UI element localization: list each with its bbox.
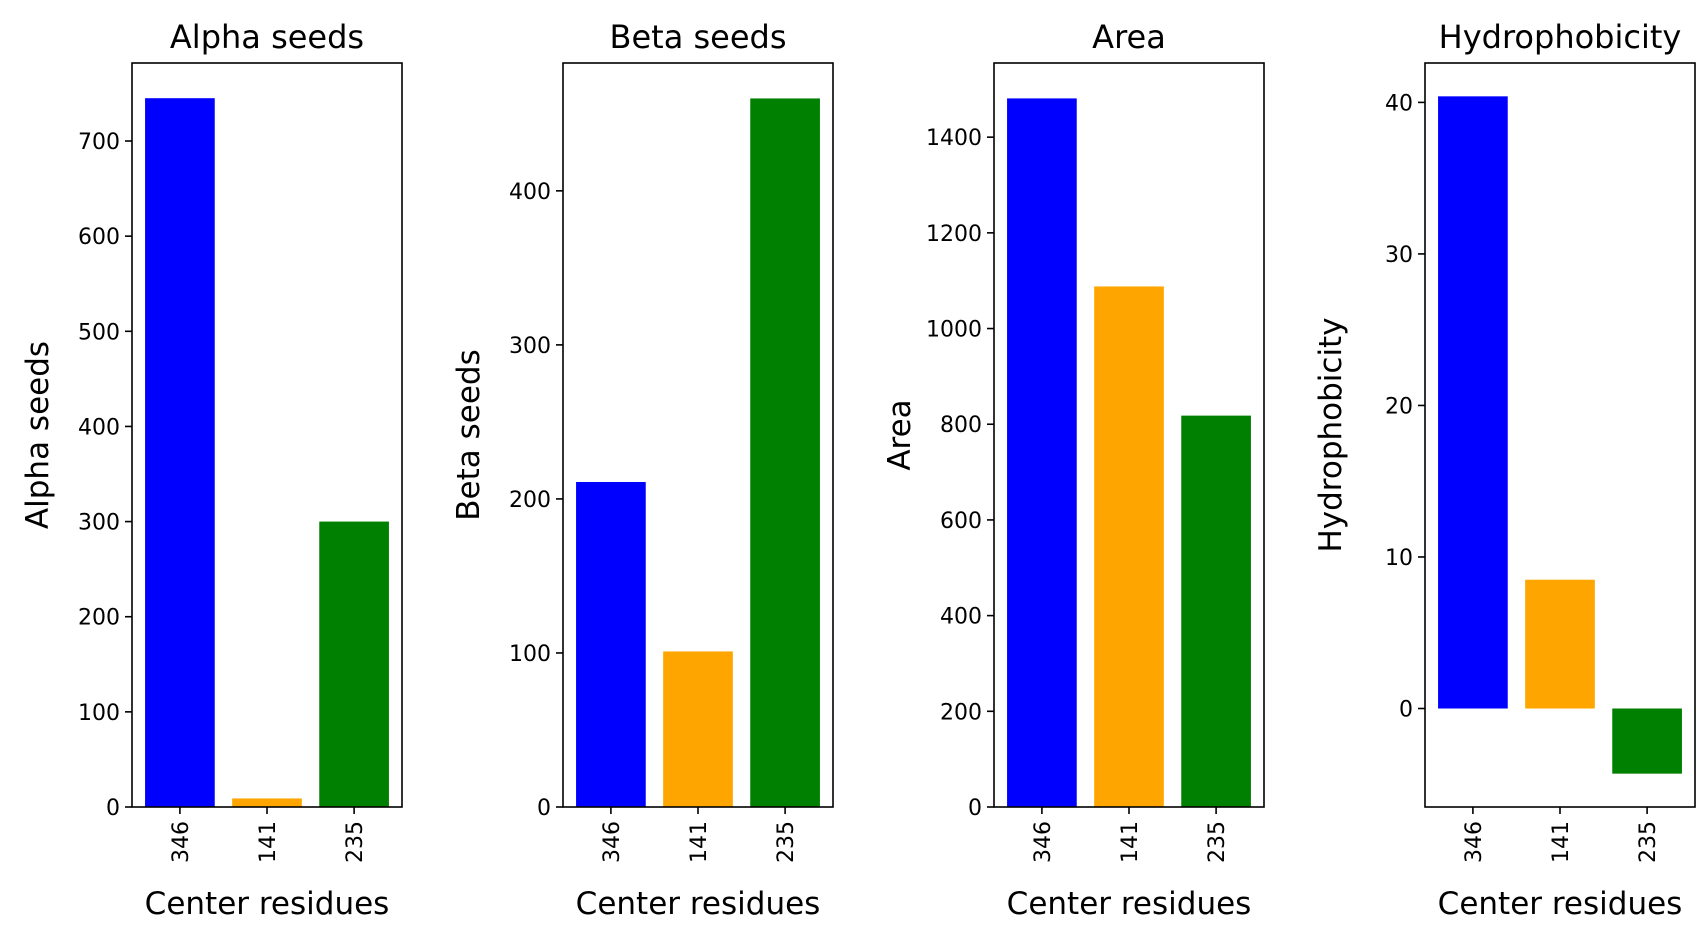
x-tick-label: 346 <box>600 821 625 863</box>
bar-346 <box>1007 98 1077 808</box>
x-axis-title: Center residues <box>145 886 390 922</box>
y-tick-label: 300 <box>78 511 120 536</box>
y-tick-label: 100 <box>509 642 551 667</box>
chart-title: Alpha seeds <box>170 18 364 56</box>
x-tick-label: 346 <box>1031 821 1056 863</box>
x-tick-label: 141 <box>256 821 281 863</box>
y-tick-label: 0 <box>1399 698 1413 723</box>
plot-frame <box>562 62 834 808</box>
y-tick-label: 10 <box>1385 546 1413 571</box>
bar-141 <box>232 798 302 807</box>
y-tick-label: 300 <box>509 334 551 359</box>
y-tick-label: 700 <box>78 130 120 155</box>
bar-346 <box>145 98 215 808</box>
chart-title: Area <box>1092 18 1166 56</box>
y-tick-label: 200 <box>78 606 120 631</box>
x-tick-label: 346 <box>1462 821 1487 863</box>
y-tick-label: 1200 <box>926 222 982 247</box>
bar-141 <box>1094 286 1164 808</box>
x-tick-label: 141 <box>687 821 712 863</box>
y-tick-label: 400 <box>509 180 551 205</box>
plot-frame <box>993 62 1265 808</box>
x-tick-label: 235 <box>1205 821 1230 863</box>
bar-141 <box>1525 579 1595 709</box>
y-tick-label: 600 <box>78 225 120 250</box>
x-tick-label: 235 <box>1636 821 1661 863</box>
panel-2: 0 200 400 600 800 1000 1200 1400 346 141 235 Area Ce… <box>882 18 1265 922</box>
y-tick-label: 600 <box>940 509 982 534</box>
chart-title: Hydrophobicity <box>1439 18 1682 56</box>
y-axis-title: Alpha seeds <box>20 341 56 529</box>
y-axis-title: Area <box>882 399 918 470</box>
y-tick-label: 200 <box>509 488 551 513</box>
y-tick-label: 0 <box>968 796 982 821</box>
bar-141 <box>663 651 733 807</box>
x-tick-label: 235 <box>343 821 368 863</box>
bar-235 <box>750 98 820 807</box>
y-tick-label: 500 <box>78 320 120 345</box>
y-tick-label: 30 <box>1385 243 1413 268</box>
y-tick-label: 0 <box>537 796 551 821</box>
y-tick-label: 40 <box>1385 91 1413 116</box>
plot-frame <box>131 62 403 808</box>
y-tick-label: 400 <box>940 605 982 630</box>
x-axis-title: Center residues <box>576 886 821 922</box>
panel-0: 0 100 200 300 400 500 600 700 346 141 235 Alpha see… <box>20 18 403 922</box>
x-axis-title: Center residues <box>1438 886 1683 922</box>
bar-235 <box>1612 708 1682 774</box>
y-tick-label: 1000 <box>926 318 982 343</box>
bar-346 <box>1438 96 1508 709</box>
x-tick-label: 141 <box>1549 821 1574 863</box>
y-tick-label: 20 <box>1385 394 1413 419</box>
y-tick-label: 800 <box>940 413 982 438</box>
x-tick-label: 346 <box>169 821 194 863</box>
panel-1: 0 100 200 300 400 346 141 235 Beta seeds Center r… <box>451 18 834 922</box>
bar-346 <box>576 481 646 807</box>
y-tick-label: 200 <box>940 700 982 725</box>
panel-3: 0 10 20 30 40 346 141 235 Hydrophobicity Center r… <box>1313 18 1696 922</box>
x-axis-title: Center residues <box>1007 886 1252 922</box>
x-tick-label: 141 <box>1118 821 1143 863</box>
y-tick-label: 1400 <box>926 126 982 151</box>
y-tick-label: 100 <box>78 701 120 726</box>
chart-title: Beta seeds <box>610 18 787 56</box>
plot-frame <box>1424 62 1696 808</box>
y-axis-title: Hydrophobicity <box>1313 317 1349 552</box>
y-tick-label: 400 <box>78 415 120 440</box>
bar-235 <box>319 521 389 807</box>
y-tick-label: 0 <box>106 796 120 821</box>
x-tick-label: 235 <box>774 821 799 863</box>
bar-235 <box>1181 415 1251 807</box>
y-axis-title: Beta seeds <box>451 349 487 520</box>
